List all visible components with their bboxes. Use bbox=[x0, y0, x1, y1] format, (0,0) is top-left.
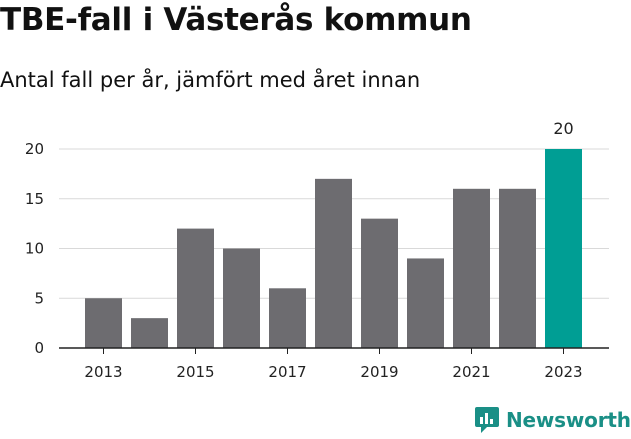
x-tick-label: 2021 bbox=[452, 363, 490, 381]
labels: 20 bbox=[553, 119, 573, 138]
x-tick-label: 2017 bbox=[268, 363, 306, 381]
x-tick-label: 2015 bbox=[176, 363, 214, 381]
bar bbox=[499, 188, 536, 348]
bar bbox=[131, 318, 168, 348]
y-tick-label: 15 bbox=[25, 190, 44, 208]
bar bbox=[85, 298, 122, 348]
x-tick-label: 2013 bbox=[84, 363, 122, 381]
bar bbox=[545, 149, 582, 348]
x-tick-label: 2019 bbox=[360, 363, 398, 381]
x-axis: 2013 2015 2017 2019 2021 2023 bbox=[59, 347, 609, 381]
bar bbox=[453, 188, 490, 348]
chart-title: TBE-fall i Västerås kommun bbox=[0, 2, 472, 38]
y-tick-label: 20 bbox=[25, 140, 44, 158]
bar-chart: 0 5 10 15 20 2013 2015 2017 2019 2021 2023 20 bbox=[25, 119, 609, 381]
chart-subtitle: Antal fall per år, jämfört med året inna… bbox=[0, 68, 421, 92]
y-tick-label: 0 bbox=[34, 339, 44, 357]
bar bbox=[361, 218, 398, 348]
newsworthy-logo: Newsworthy bbox=[474, 406, 631, 434]
brand-name: Newsworthy bbox=[506, 408, 631, 432]
bar bbox=[269, 288, 306, 348]
y-tick-label: 10 bbox=[25, 240, 44, 258]
newsworthy-logo-icon bbox=[475, 407, 499, 433]
data-label: 20 bbox=[553, 119, 573, 138]
bar bbox=[223, 248, 260, 348]
x-tick-label: 2023 bbox=[544, 363, 582, 381]
bar bbox=[177, 228, 214, 348]
bar bbox=[407, 258, 444, 348]
bars bbox=[85, 149, 582, 348]
bar bbox=[315, 178, 352, 348]
y-tick-label: 5 bbox=[34, 289, 44, 307]
